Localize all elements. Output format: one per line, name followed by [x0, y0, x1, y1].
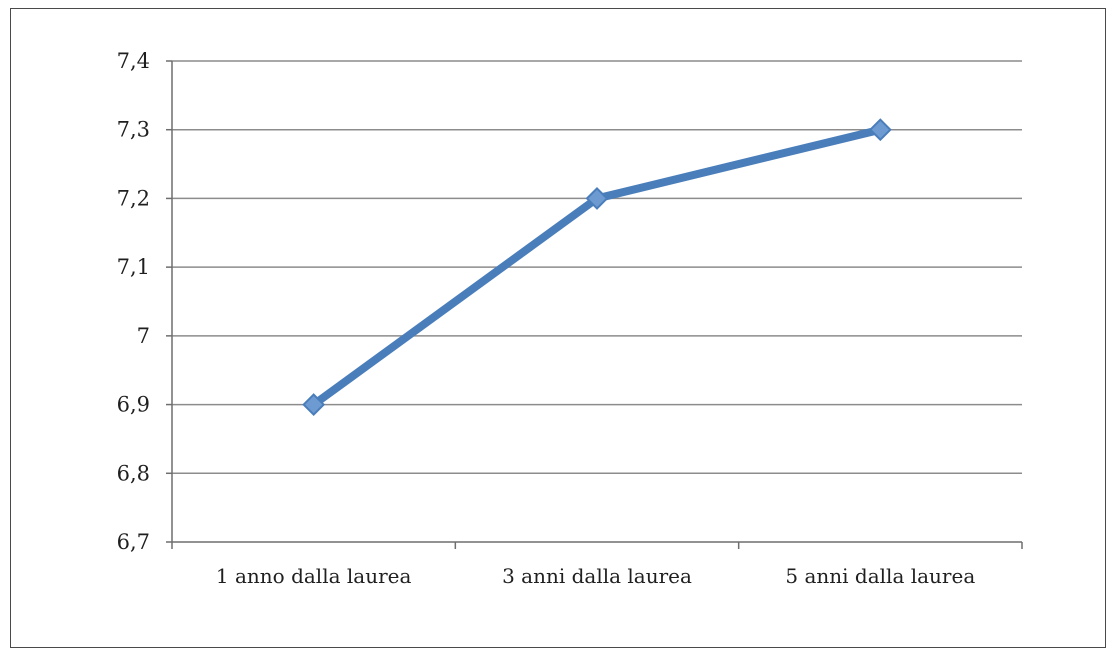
data-point-marker — [302, 393, 326, 416]
y-tick-label: 7,3 — [117, 118, 150, 142]
series — [302, 118, 892, 416]
x-tick-label: 1 anno dalla laurea — [216, 564, 412, 588]
axes — [166, 60, 1023, 549]
y-tick-label: 6,9 — [117, 393, 150, 417]
y-tick-label: 7,2 — [117, 186, 150, 210]
y-tick-label: 7 — [137, 324, 150, 348]
y-tick-label: 6,8 — [117, 461, 150, 485]
y-tick-label: 7,1 — [117, 255, 150, 279]
x-tick-label: 5 anni dalla laurea — [785, 564, 975, 588]
data-point-marker — [868, 118, 892, 142]
x-tick-labels: 1 anno dalla laurea 3 anni dalla laurea 5 … — [216, 564, 975, 588]
line-chart: 6,7 6,8 6,9 7 7,1 7,2 7,3 7,4 1 anno dalla laur… — [117, 49, 1023, 588]
y-tick-labels: 6,7 6,8 6,9 7 7,1 7,2 7,3 7,4 — [117, 49, 150, 554]
y-tick-label: 7,4 — [117, 49, 150, 73]
y-tick-label: 6,7 — [117, 530, 150, 554]
gridlines — [172, 60, 1022, 475]
x-tick-label: 3 anni dalla laurea — [502, 564, 692, 588]
data-point-marker — [585, 187, 609, 210]
